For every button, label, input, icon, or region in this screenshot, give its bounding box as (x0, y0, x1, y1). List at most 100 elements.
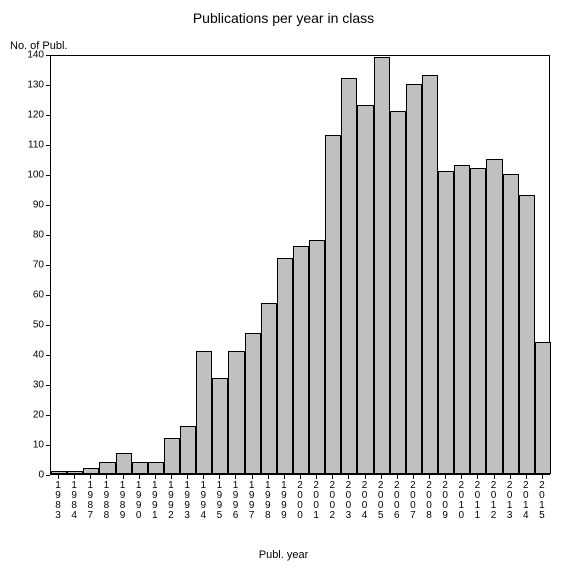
x-axis-label: Publ. year (0, 549, 567, 561)
chart-title: Publications per year in class (0, 10, 567, 26)
bar (454, 165, 470, 474)
bars-group (51, 56, 549, 474)
bar (51, 471, 67, 474)
y-tick-label: 50 (33, 320, 44, 331)
x-tick-mark (123, 475, 124, 479)
x-tick-label: 2005 (377, 481, 385, 521)
bar (180, 426, 196, 474)
x-tick-label: 1983 (54, 481, 62, 521)
bar (309, 240, 325, 474)
x-tick-label: 1990 (135, 481, 143, 521)
x-tick-mark (510, 475, 511, 479)
x-tick-mark (219, 475, 220, 479)
bar (406, 84, 422, 474)
bar (164, 438, 180, 474)
y-tick-label: 120 (27, 110, 44, 121)
bar (422, 75, 438, 474)
bar (99, 462, 115, 474)
x-tick-mark (316, 475, 317, 479)
x-tick-mark (90, 475, 91, 479)
x-tick-label: 1989 (119, 481, 127, 521)
x-tick-mark (445, 475, 446, 479)
x-tick-label: 1996 (231, 481, 239, 521)
y-tick-label: 20 (33, 410, 44, 421)
chart-container: Publications per year in class No. of Pu… (0, 0, 567, 567)
bar (357, 105, 373, 474)
x-tick-mark (477, 475, 478, 479)
x-tick-label: 2015 (538, 481, 546, 521)
y-tick-label: 60 (33, 290, 44, 301)
x-tick-label: 2007 (409, 481, 417, 521)
bar (148, 462, 164, 474)
x-tick-mark (155, 475, 156, 479)
bar (116, 453, 132, 474)
x-ticks: 1983198419871988198919901991199219931994… (50, 475, 550, 545)
bar (438, 171, 454, 474)
x-tick-label: 2002 (328, 481, 336, 521)
x-tick-mark (139, 475, 140, 479)
x-tick-mark (397, 475, 398, 479)
bar (341, 78, 357, 474)
x-tick-label: 1987 (86, 481, 94, 521)
y-tick-label: 0 (38, 470, 44, 481)
x-tick-label: 2000 (296, 481, 304, 521)
x-tick-label: 2001 (312, 481, 320, 521)
x-tick-label: 1994 (199, 481, 207, 521)
x-tick-label: 1993 (183, 481, 191, 521)
x-tick-mark (542, 475, 543, 479)
x-tick-label: 1984 (70, 481, 78, 521)
bar (325, 135, 341, 474)
bar (519, 195, 535, 474)
x-tick-label: 2009 (441, 481, 449, 521)
x-tick-mark (429, 475, 430, 479)
x-tick-mark (300, 475, 301, 479)
x-tick-mark (74, 475, 75, 479)
bar (132, 462, 148, 474)
bar (228, 351, 244, 474)
x-tick-mark (461, 475, 462, 479)
x-tick-label: 1995 (215, 481, 223, 521)
bar (293, 246, 309, 474)
x-tick-mark (58, 475, 59, 479)
x-tick-mark (365, 475, 366, 479)
x-tick-label: 2008 (425, 481, 433, 521)
x-tick-label: 1988 (102, 481, 110, 521)
bar (277, 258, 293, 474)
x-tick-mark (413, 475, 414, 479)
x-tick-mark (187, 475, 188, 479)
x-tick-mark (268, 475, 269, 479)
bar (535, 342, 551, 474)
x-tick-label: 2010 (457, 481, 465, 521)
x-tick-mark (106, 475, 107, 479)
x-tick-label: 1992 (167, 481, 175, 521)
x-tick-label: 1998 (264, 481, 272, 521)
x-tick-mark (284, 475, 285, 479)
y-tick-label: 100 (27, 170, 44, 181)
y-tick-label: 80 (33, 230, 44, 241)
y-tick-label: 140 (27, 50, 44, 61)
x-tick-mark (171, 475, 172, 479)
x-tick-label: 1997 (248, 481, 256, 521)
x-tick-label: 2013 (506, 481, 514, 521)
bar (374, 57, 390, 474)
x-tick-mark (526, 475, 527, 479)
x-tick-mark (332, 475, 333, 479)
bar (212, 378, 228, 474)
x-tick-mark (203, 475, 204, 479)
bar (390, 111, 406, 474)
y-tick-label: 10 (33, 440, 44, 451)
bar (83, 468, 99, 474)
x-tick-mark (348, 475, 349, 479)
plot-area (50, 55, 550, 475)
x-tick-label: 1999 (280, 481, 288, 521)
y-ticks: 0102030405060708090100110120130140 (0, 55, 50, 475)
bar (486, 159, 502, 474)
bar (503, 174, 519, 474)
y-tick-label: 70 (33, 260, 44, 271)
bar (67, 471, 83, 474)
bar (261, 303, 277, 474)
y-tick-label: 90 (33, 200, 44, 211)
x-tick-label: 2003 (344, 481, 352, 521)
x-tick-label: 2011 (473, 481, 481, 521)
bar (245, 333, 261, 474)
